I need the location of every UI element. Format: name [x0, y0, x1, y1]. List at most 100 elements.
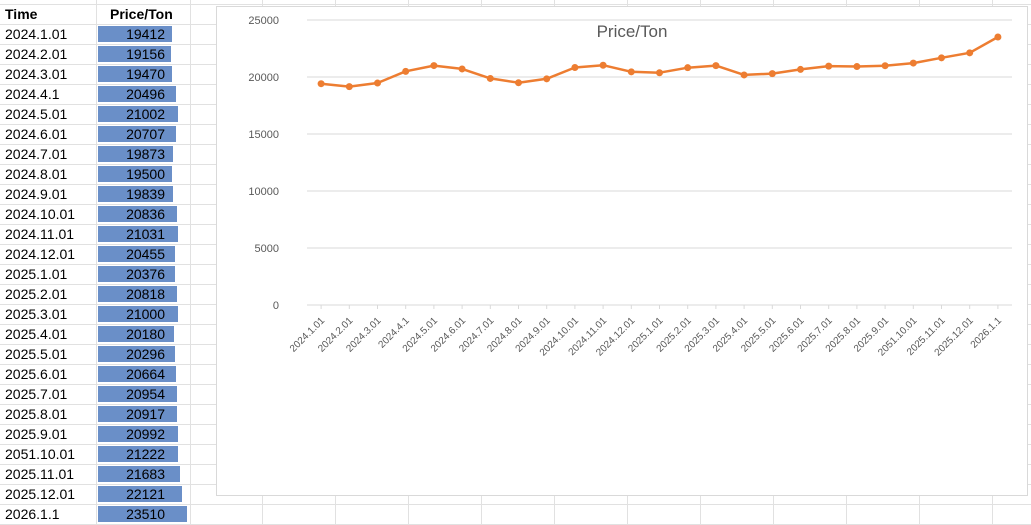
price-cell[interactable]: 19873	[97, 144, 188, 164]
time-cell[interactable]: 2024.6.01	[5, 126, 68, 142]
price-cell[interactable]: 20992	[97, 424, 188, 444]
time-cell[interactable]: 2024.12.01	[5, 246, 76, 262]
data-point[interactable]	[994, 33, 1002, 41]
time-cell[interactable]: 2026.1.1	[5, 506, 60, 522]
data-point[interactable]	[881, 62, 889, 70]
time-cell[interactable]: 2025.5.01	[5, 346, 68, 362]
data-point[interactable]	[345, 83, 353, 91]
time-cell[interactable]: 2025.2.01	[5, 286, 68, 302]
data-point[interactable]	[430, 62, 438, 70]
table-row[interactable]: 2024.6.01 20707	[0, 124, 190, 144]
price-cell[interactable]: 21031	[97, 224, 188, 244]
table-row[interactable]: 2025.5.01 20296	[0, 344, 190, 364]
time-cell[interactable]: 2025.6.01	[5, 366, 68, 382]
price-cell[interactable]: 19156	[97, 44, 188, 64]
table-row[interactable]: 2025.12.01 22121	[0, 484, 190, 504]
time-cell[interactable]: 2024.5.01	[5, 106, 68, 122]
data-point[interactable]	[712, 62, 720, 70]
data-point[interactable]	[656, 69, 663, 77]
data-point[interactable]	[402, 67, 410, 75]
time-cell[interactable]: 2025.8.01	[5, 406, 68, 422]
table-row[interactable]: 2024.4.1 20496	[0, 84, 190, 104]
price-cell[interactable]: 21000	[97, 304, 188, 324]
table-row[interactable]: 2026.1.1 23510	[0, 504, 190, 524]
table-row[interactable]: 2025.9.01 20992	[0, 424, 190, 444]
data-point[interactable]	[797, 65, 804, 73]
price-cell[interactable]: 23510	[97, 504, 188, 524]
table-row[interactable]: 2024.8.01 19500	[0, 164, 190, 184]
price-cell[interactable]: 20917	[97, 404, 188, 424]
time-cell[interactable]: 2025.9.01	[5, 426, 68, 442]
time-cell[interactable]: 2024.11.01	[5, 226, 75, 242]
table-row[interactable]: 2051.10.01 21222	[0, 444, 190, 464]
table-row[interactable]: 2025.2.01 20818	[0, 284, 190, 304]
price-cell[interactable]: 20296	[97, 344, 188, 364]
time-cell[interactable]: 2025.1.01	[5, 266, 68, 282]
table-row[interactable]: 2025.7.01 20954	[0, 384, 190, 404]
table-row[interactable]: 2025.1.01 20376	[0, 264, 190, 284]
data-point[interactable]	[966, 49, 974, 57]
data-point[interactable]	[740, 71, 748, 79]
price-cell[interactable]: 19470	[97, 64, 188, 84]
price-cell[interactable]: 21222	[97, 444, 188, 464]
table-row[interactable]: 2024.12.01 20455	[0, 244, 190, 264]
data-point[interactable]	[543, 75, 551, 83]
time-cell[interactable]: 2024.7.01	[5, 146, 68, 162]
time-cell[interactable]: 2024.4.1	[5, 86, 60, 102]
table-row[interactable]: 2024.7.01 19873	[0, 144, 190, 164]
time-cell[interactable]: 2051.10.01	[5, 446, 76, 462]
price-cell[interactable]: 19839	[97, 184, 188, 204]
time-cell[interactable]: 2024.3.01	[5, 66, 68, 82]
price-cell[interactable]: 20818	[97, 284, 188, 304]
price-cell[interactable]: 19500	[97, 164, 188, 184]
data-point[interactable]	[909, 59, 917, 67]
table-row[interactable]: 2024.3.01 19470	[0, 64, 190, 84]
time-cell[interactable]: 2024.9.01	[5, 186, 68, 202]
price-cell[interactable]: 21683	[97, 464, 188, 484]
time-cell[interactable]: 2024.8.01	[5, 166, 68, 182]
data-point[interactable]	[684, 64, 692, 72]
data-point[interactable]	[374, 79, 381, 87]
table-row[interactable]: 2024.9.01 19839	[0, 184, 190, 204]
price-cell[interactable]: 19412	[97, 24, 188, 44]
data-point[interactable]	[768, 70, 776, 78]
price-cell[interactable]: 20376	[97, 264, 188, 284]
time-cell[interactable]: 2025.7.01	[5, 386, 68, 402]
header-price[interactable]: Price/Ton	[110, 6, 173, 22]
table-row[interactable]: 2024.11.01 21031	[0, 224, 190, 244]
table-row[interactable]: 2024.10.01 20836	[0, 204, 190, 224]
table-row[interactable]: 2024.5.01 21002	[0, 104, 190, 124]
time-cell[interactable]: 2024.10.01	[5, 206, 76, 222]
price-cell[interactable]: 20836	[97, 204, 188, 224]
data-point[interactable]	[317, 80, 325, 88]
price-cell[interactable]: 20496	[97, 84, 188, 104]
data-point[interactable]	[486, 74, 494, 82]
chart-area[interactable]: 0 5000 10000 15000 20000 25000 2024.1.01 2024.2…	[216, 6, 1028, 496]
data-point[interactable]	[853, 63, 861, 71]
data-point[interactable]	[599, 61, 607, 69]
price-cell[interactable]: 20455	[97, 244, 188, 264]
price-cell[interactable]: 21002	[97, 104, 188, 124]
table-row[interactable]: 2025.3.01 21000	[0, 304, 190, 324]
time-cell[interactable]: 2025.3.01	[5, 306, 68, 322]
price-cell[interactable]: 20180	[97, 324, 188, 344]
table-row[interactable]: 2025.11.01 21683	[0, 464, 190, 484]
table-row[interactable]: 2024.1.01 19412	[0, 24, 190, 44]
table-row[interactable]: 2025.6.01 20664	[0, 364, 190, 384]
price-cell[interactable]: 20954	[97, 384, 188, 404]
data-point[interactable]	[627, 68, 635, 76]
price-cell[interactable]: 20707	[97, 124, 188, 144]
price-cell[interactable]: 20664	[97, 364, 188, 384]
series-line[interactable]	[320, 35, 999, 88]
price-cell[interactable]: 22121	[97, 484, 188, 504]
data-point[interactable]	[825, 62, 833, 70]
data-point[interactable]	[515, 79, 522, 87]
time-cell[interactable]: 2025.12.01	[5, 486, 76, 502]
time-cell[interactable]: 2025.4.01	[5, 326, 68, 342]
data-point[interactable]	[571, 63, 579, 71]
table-row[interactable]: 2025.8.01 20917	[0, 404, 190, 424]
time-cell[interactable]: 2024.2.01	[5, 46, 68, 62]
header-time[interactable]: Time	[5, 6, 38, 22]
table-row[interactable]: 2025.4.01 20180	[0, 324, 190, 344]
data-point[interactable]	[458, 65, 466, 73]
